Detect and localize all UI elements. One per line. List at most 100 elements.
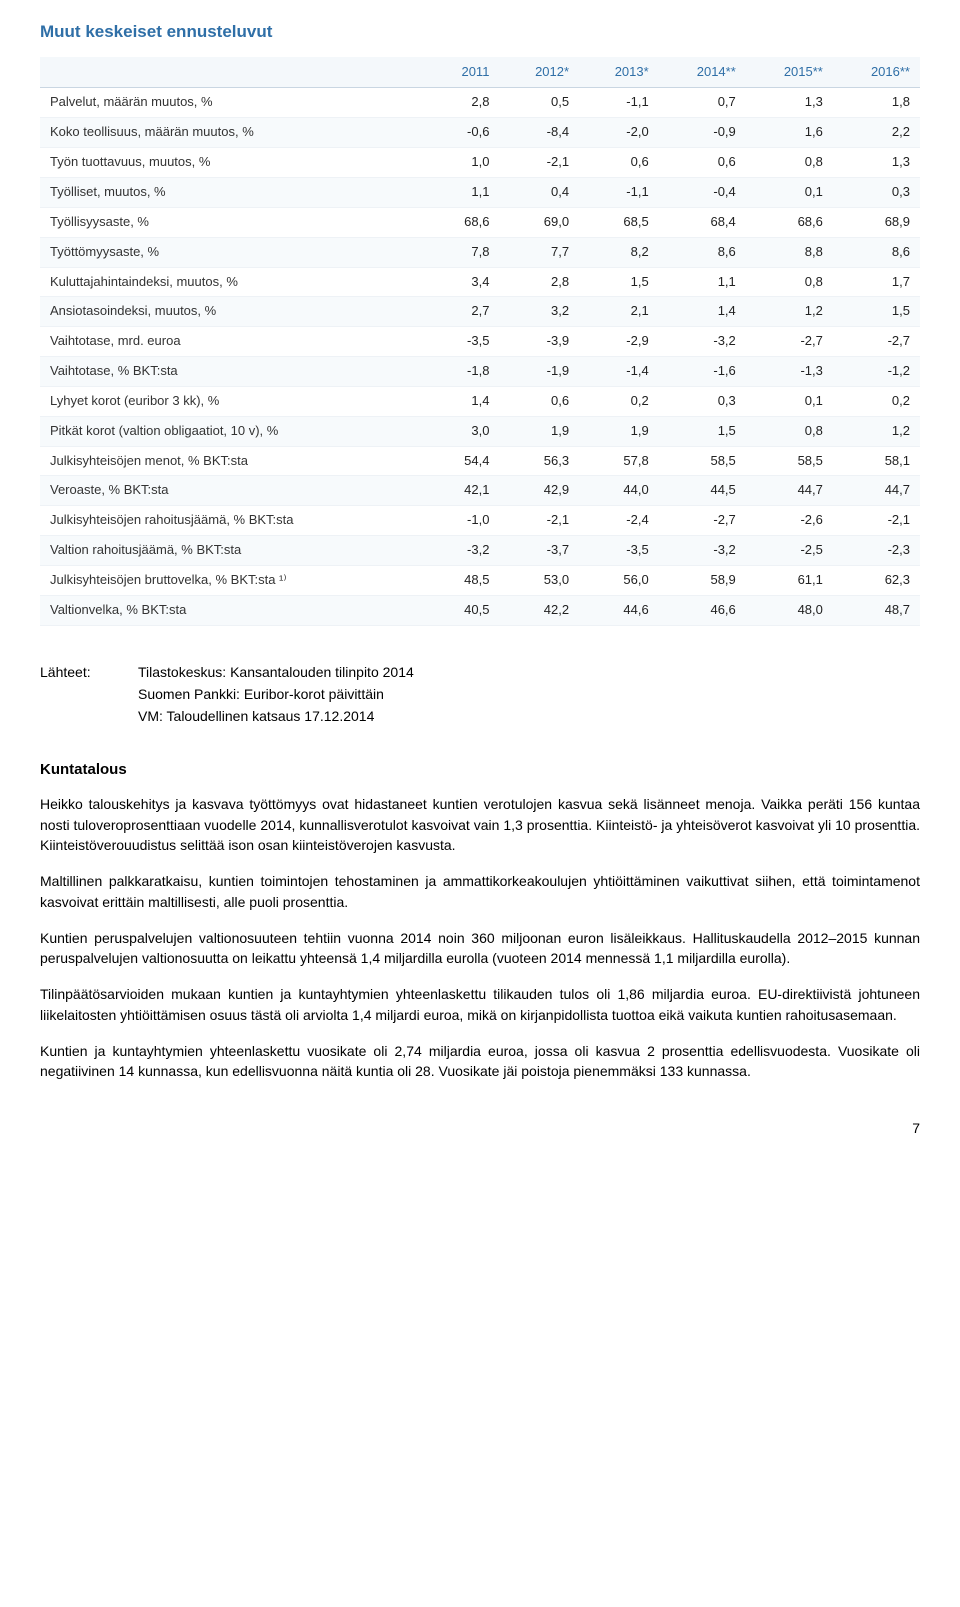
table-row: Työn tuottavuus, muutos, %1,0-2,10,60,60… xyxy=(40,148,920,178)
cell-value: 68,5 xyxy=(579,207,659,237)
table-header-row: 20112012*2013*2014**2015**2016** xyxy=(40,57,920,88)
table-row: Vaihtotase, % BKT:sta-1,8-1,9-1,4-1,6-1,… xyxy=(40,357,920,387)
cell-value: 61,1 xyxy=(746,565,833,595)
cell-value: 8,8 xyxy=(746,237,833,267)
body-paragraph: Heikko talouskehitys ja kasvava työttömy… xyxy=(40,794,920,855)
cell-value: -3,5 xyxy=(579,536,659,566)
cell-value: 0,8 xyxy=(746,416,833,446)
cell-value: 2,1 xyxy=(579,297,659,327)
cell-value: 42,9 xyxy=(499,476,579,506)
cell-value: 0,6 xyxy=(499,386,579,416)
cell-value: 1,4 xyxy=(659,297,746,327)
cell-value: 42,2 xyxy=(499,595,579,625)
cell-value: -1,3 xyxy=(746,357,833,387)
cell-value: 2,8 xyxy=(499,267,579,297)
table-row: Ansiotasoindeksi, muutos, %2,73,22,11,41… xyxy=(40,297,920,327)
cell-value: -2,5 xyxy=(746,536,833,566)
cell-value: 1,7 xyxy=(833,267,920,297)
col-year: 2013* xyxy=(579,57,659,88)
cell-value: 0,4 xyxy=(499,178,579,208)
cell-value: 0,8 xyxy=(746,267,833,297)
cell-value: 44,5 xyxy=(659,476,746,506)
cell-value: 3,0 xyxy=(429,416,500,446)
cell-value: -3,9 xyxy=(499,327,579,357)
cell-value: 44,0 xyxy=(579,476,659,506)
cell-value: 8,6 xyxy=(659,237,746,267)
cell-value: 3,2 xyxy=(499,297,579,327)
cell-value: 1,5 xyxy=(833,297,920,327)
sources-label: Lähteet: xyxy=(40,662,110,729)
cell-value: 1,1 xyxy=(429,178,500,208)
page-number: 7 xyxy=(40,1118,920,1138)
col-label xyxy=(40,57,429,88)
table-row: Valtionvelka, % BKT:sta40,542,244,646,64… xyxy=(40,595,920,625)
cell-value: -2,3 xyxy=(833,536,920,566)
table-row: Kuluttajahintaindeksi, muutos, %3,42,81,… xyxy=(40,267,920,297)
cell-value: 8,2 xyxy=(579,237,659,267)
row-label: Työn tuottavuus, muutos, % xyxy=(40,148,429,178)
table-row: Julkisyhteisöjen bruttovelka, % BKT:sta … xyxy=(40,565,920,595)
cell-value: -3,2 xyxy=(659,536,746,566)
table-row: Julkisyhteisöjen menot, % BKT:sta54,456,… xyxy=(40,446,920,476)
cell-value: -2,0 xyxy=(579,118,659,148)
body-paragraph: Maltillinen palkkaratkaisu, kuntien toim… xyxy=(40,871,920,912)
cell-value: -3,7 xyxy=(499,536,579,566)
body-paragraph: Tilinpäätösarvioiden mukaan kuntien ja k… xyxy=(40,984,920,1025)
cell-value: -3,2 xyxy=(429,536,500,566)
cell-value: -2,7 xyxy=(746,327,833,357)
cell-value: 48,0 xyxy=(746,595,833,625)
cell-value: 48,7 xyxy=(833,595,920,625)
table-row: Julkisyhteisöjen rahoitusjäämä, % BKT:st… xyxy=(40,506,920,536)
cell-value: 0,6 xyxy=(659,148,746,178)
cell-value: 0,7 xyxy=(659,88,746,118)
cell-value: -0,4 xyxy=(659,178,746,208)
cell-value: 58,5 xyxy=(659,446,746,476)
cell-value: 1,2 xyxy=(746,297,833,327)
cell-value: -2,1 xyxy=(833,506,920,536)
cell-value: -1,9 xyxy=(499,357,579,387)
cell-value: -2,1 xyxy=(499,148,579,178)
cell-value: 1,9 xyxy=(499,416,579,446)
section-heading: Kuntatalous xyxy=(40,759,920,781)
sources-list: Tilastokeskus: Kansantalouden tilinpito … xyxy=(138,662,414,729)
body-paragraph: Kuntien peruspalvelujen valtionosuuteen … xyxy=(40,928,920,969)
cell-value: 54,4 xyxy=(429,446,500,476)
row-label: Vaihtotase, % BKT:sta xyxy=(40,357,429,387)
cell-value: 1,8 xyxy=(833,88,920,118)
cell-value: 0,8 xyxy=(746,148,833,178)
table-row: Palvelut, määrän muutos, %2,80,5-1,10,71… xyxy=(40,88,920,118)
table-row: Koko teollisuus, määrän muutos, %-0,6-8,… xyxy=(40,118,920,148)
cell-value: 2,7 xyxy=(429,297,500,327)
cell-value: 1,9 xyxy=(579,416,659,446)
col-year: 2016** xyxy=(833,57,920,88)
cell-value: 1,4 xyxy=(429,386,500,416)
row-label: Lyhyet korot (euribor 3 kk), % xyxy=(40,386,429,416)
cell-value: 0,1 xyxy=(746,178,833,208)
cell-value: 0,3 xyxy=(659,386,746,416)
cell-value: 0,5 xyxy=(499,88,579,118)
cell-value: 1,6 xyxy=(746,118,833,148)
cell-value: -0,6 xyxy=(429,118,500,148)
cell-value: 44,7 xyxy=(746,476,833,506)
cell-value: -2,1 xyxy=(499,506,579,536)
table-row: Vaihtotase, mrd. euroa-3,5-3,9-2,9-3,2-2… xyxy=(40,327,920,357)
row-label: Ansiotasoindeksi, muutos, % xyxy=(40,297,429,327)
table-row: Lyhyet korot (euribor 3 kk), %1,40,60,20… xyxy=(40,386,920,416)
cell-value: 56,0 xyxy=(579,565,659,595)
row-label: Työttömyysaste, % xyxy=(40,237,429,267)
cell-value: 68,9 xyxy=(833,207,920,237)
row-label: Koko teollisuus, määrän muutos, % xyxy=(40,118,429,148)
table-row: Työttömyysaste, %7,87,78,28,68,88,6 xyxy=(40,237,920,267)
col-year: 2014** xyxy=(659,57,746,88)
cell-value: 58,5 xyxy=(746,446,833,476)
table-row: Työlliset, muutos, %1,10,4-1,1-0,40,10,3 xyxy=(40,178,920,208)
col-year: 2015** xyxy=(746,57,833,88)
row-label: Pitkät korot (valtion obligaatiot, 10 v)… xyxy=(40,416,429,446)
cell-value: 0,3 xyxy=(833,178,920,208)
cell-value: -3,5 xyxy=(429,327,500,357)
cell-value: 3,4 xyxy=(429,267,500,297)
table-body: Palvelut, määrän muutos, %2,80,5-1,10,71… xyxy=(40,88,920,625)
cell-value: -2,4 xyxy=(579,506,659,536)
row-label: Valtionvelka, % BKT:sta xyxy=(40,595,429,625)
cell-value: 1,3 xyxy=(833,148,920,178)
